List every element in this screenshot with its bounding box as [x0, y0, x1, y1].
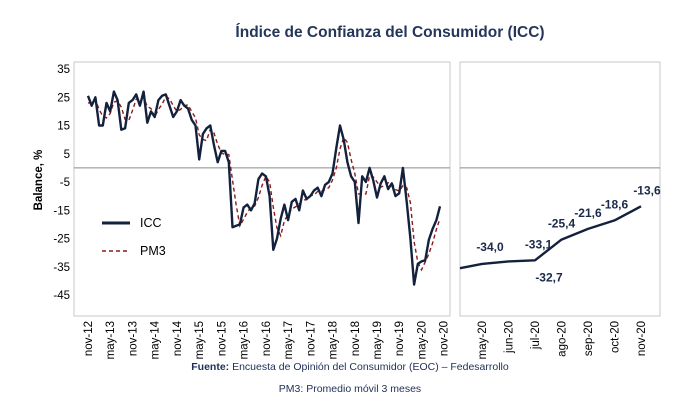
pm3-note: PM3: Promedio móvil 3 meses	[279, 383, 421, 395]
right-x-tick-labels: may-20 jun-20 jul-20 ago-20 sep-20 oct-20 nov-…	[477, 321, 648, 359]
x-tick-label: nov-16	[261, 321, 273, 356]
data-label: -18,6	[601, 197, 629, 211]
right-x-tick-label: sep-20	[583, 321, 595, 356]
data-label: -25,4	[548, 217, 576, 231]
right-plot-frame	[459, 61, 661, 317]
data-label: -34,0	[476, 240, 504, 254]
y-tick-label: -35	[53, 262, 70, 274]
right-series-line-icc	[459, 205, 642, 270]
x-tick-label: nov-17	[305, 321, 317, 356]
x-tick-label: nov-13	[127, 321, 139, 356]
right-x-tick-label: oct-20	[610, 321, 622, 353]
x-tick-label: nov-14	[172, 320, 184, 356]
source-note: Fuente: Encuesta de Opinión del Consumid…	[191, 361, 509, 373]
chart-title: Índice de Confianza del Consumidor (ICC)	[235, 24, 544, 41]
legend: ICC PM3	[102, 216, 166, 258]
x-tick-label: nov-20	[439, 321, 451, 356]
legend-label-pm3: PM3	[140, 244, 166, 258]
x-tick-label: nov-19	[394, 321, 406, 356]
data-label: -13,6	[633, 183, 661, 197]
left-plot-lines	[74, 90, 450, 286]
x-tick-label: may-14	[150, 320, 162, 359]
right-x-tick-label: may-20	[477, 321, 489, 359]
left-x-tick-labels: nov-12 may-13 nov-13 may-14 nov-14 may-15 nov-…	[83, 320, 451, 359]
y-tick-label: -15	[53, 205, 70, 217]
x-tick-label: may-17	[283, 321, 295, 359]
source-text: Encuesta de Opinión del Consumidor (EOC)…	[232, 361, 509, 373]
data-label: -33,1	[525, 237, 553, 251]
y-tick-label: -25	[53, 234, 70, 246]
y-tick-label: -5	[60, 177, 70, 189]
series-line-pm3	[88, 95, 441, 272]
right-x-tick-label: jul-20	[530, 321, 542, 350]
right-plot-lines: -34,0 -33,1 -32,7 -25,4-21,6-18,6 -13,6	[459, 167, 661, 284]
y-axis-label: Balance, %	[33, 150, 45, 211]
x-tick-label: may-19	[372, 321, 384, 359]
legend-label-icc: ICC	[140, 216, 162, 230]
x-tick-label: may-16	[239, 321, 251, 359]
y-tick-label: 35	[57, 64, 70, 76]
series-line-icc	[86, 90, 442, 286]
x-tick-label: nov-18	[350, 321, 362, 356]
right-x-tick-label: jun-20	[504, 321, 516, 354]
right-x-tick-label: ago-20	[557, 321, 569, 357]
right-x-tick-label: nov-20	[636, 321, 648, 356]
x-tick-label: nov-15	[216, 321, 228, 356]
left-plot-frame	[73, 61, 451, 317]
x-tick-label: may-13	[105, 321, 117, 359]
x-tick-label: may-18	[328, 321, 340, 359]
data-label: -21,6	[574, 206, 602, 220]
x-tick-label: may-15	[194, 321, 206, 359]
y-tick-label: 5	[64, 149, 70, 161]
left-y-tick-labels: 35 25 15 5 -5 -15 -25 -35 -45	[53, 64, 70, 302]
source-label: Fuente:	[191, 361, 229, 373]
data-label: -32,7	[535, 270, 563, 284]
y-tick-label: 15	[57, 121, 70, 133]
y-tick-label: 25	[57, 92, 70, 104]
y-tick-label: -45	[53, 290, 70, 302]
x-tick-label: may-20	[416, 321, 428, 359]
x-tick-label: nov-12	[83, 321, 95, 356]
